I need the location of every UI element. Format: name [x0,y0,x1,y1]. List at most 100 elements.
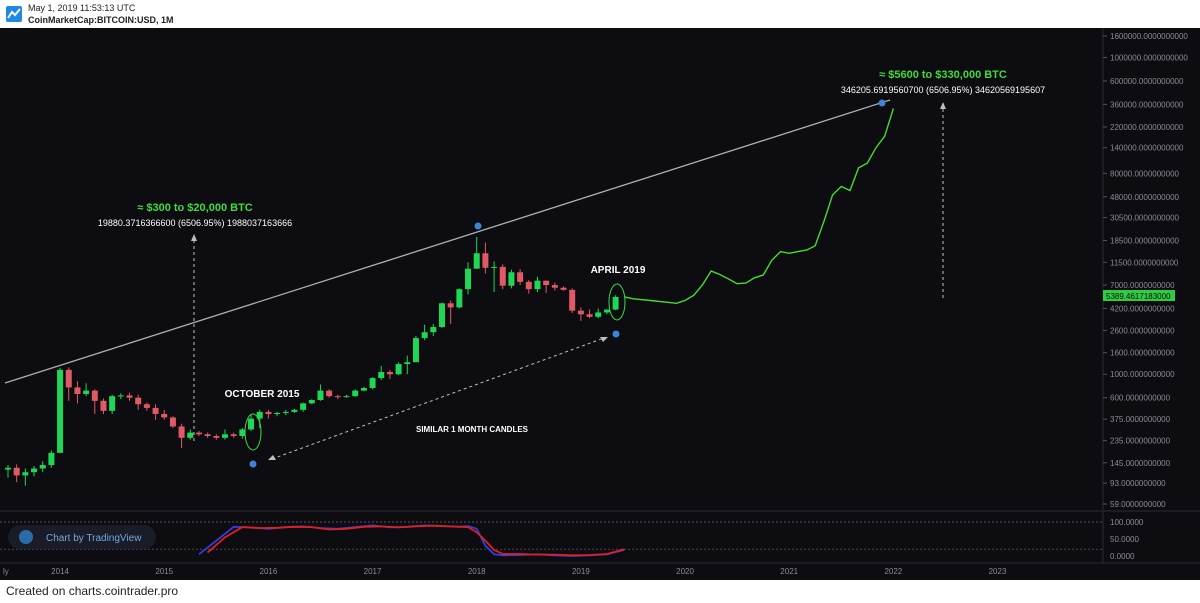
candle-body [13,467,20,476]
candle-body [612,296,619,310]
candle-body [48,452,55,466]
y-axis-label: 7000.0000000000 [1110,281,1175,290]
y-axis-label: 220000.0000000000 [1110,123,1184,132]
y-axis-label: 1600000.0000000000 [1110,32,1188,41]
marker-dot [249,460,257,468]
y-axis-label: 375.0000000000 [1110,415,1171,424]
candle-body [465,268,472,290]
watermark-badge [8,525,156,549]
candle-body [334,396,341,398]
candle-body [421,332,428,339]
candle-body [230,434,237,437]
candle-body [274,412,281,415]
annotation-top-right-measure: 346205.6919560700 (6506.95%) 34620569195… [841,85,1045,95]
x-axis-label: 2022 [884,567,902,576]
x-axis: ly 2014 2015 2016 2017 2018 2019 2020 2021 2022 20… [0,562,1200,576]
candle-body [343,396,350,398]
candle-body [560,287,567,290]
tradingview-logo-icon [6,6,22,22]
annotations-layer: ≈ $5600 to $330,000 BTC 346205.691956070… [98,69,1045,468]
candle-body [369,378,376,389]
y-axis-label: 600000.0000000000 [1110,77,1184,86]
marker-dot [474,222,482,230]
price-chart[interactable]: ≈ $5600 to $330,000 BTC 346205.691956070… [0,28,1200,580]
candles-layer [5,236,619,486]
annotation-left-measure: 19880.3716366600 (6506.95%) 198803716366… [98,218,292,228]
last-price-tag-bg [1103,290,1175,301]
candle-body [57,369,64,453]
tradingview-watermark[interactable]: Chart by TradingView [8,525,156,549]
x-axis-label: 2014 [51,567,69,576]
y-axis-label: 48000.0000000000 [1110,193,1180,202]
candle-body [143,404,150,408]
candle-body [595,312,602,317]
candle-body [517,272,524,282]
y-axis-label: 235.0000000000 [1110,437,1171,446]
candle-body [178,426,185,438]
annotation-left-title: ≈ $300 to $20,000 BTC [137,202,253,214]
stoch-axis-label: 100.0000 [1110,518,1144,527]
y-axis-label: 4200.0000000000 [1110,304,1175,313]
candle-body [360,388,367,391]
candle-body [447,303,454,308]
marker-dot [878,99,886,107]
candle-body [213,436,220,438]
candle-body [22,472,29,476]
candle-body [256,411,263,419]
candle-body [222,434,228,438]
candle-body [456,289,463,308]
y-axis-label: 140000.0000000000 [1110,144,1184,153]
y-axis-label: 2600.0000000000 [1110,326,1175,335]
candle-body [239,429,246,437]
y-axis-label: 59.0000000000 [1110,500,1166,509]
candle-body [195,432,202,435]
y-axis-label: 18500.0000000000 [1110,236,1180,245]
resistance-trendline [4,99,891,384]
chart-area[interactable]: ≈ $5600 to $330,000 BTC 346205.691956070… [0,28,1200,580]
last-price-tag: 5389.4617183000 [1103,290,1175,301]
candle-body [412,338,419,363]
y-axis-label: 93.0000000000 [1110,479,1166,488]
candle-body [109,396,116,411]
snapshot-timestamp: May 1, 2019 11:53:13 UTC [28,3,136,13]
candle-body [404,362,411,365]
watermark-label: Chart by TradingView [46,533,142,544]
last-price-tag-text: 5389.4617183000 [1106,292,1171,301]
footer: Created on charts.cointrader.pro [0,580,1200,603]
candle-body [317,390,324,401]
chart-header: May 1, 2019 11:53:13 UTC CoinMarketCap:B… [0,0,1200,28]
annotation-top-right-title: ≈ $5600 to $330,000 BTC [879,69,1007,81]
x-axis-label: 2021 [780,567,798,576]
stoch-axis-label: 50.0000 [1110,535,1139,544]
candle-body [439,303,445,328]
y-axis-label: 145.0000000000 [1110,459,1171,468]
arrow-head [268,455,276,460]
candle-body [473,253,480,269]
candle-body [491,266,498,268]
candle-body [282,411,289,413]
candle-body [91,390,98,401]
candle-body [430,327,437,333]
annotation-similar-candles: SIMILAR 1 MONTH CANDLES [416,425,529,434]
y-axis-label: 360000.0000000000 [1110,100,1184,109]
candle-body [65,369,72,388]
arrow-head [600,337,608,342]
candle-body [577,310,584,315]
x-axis-label: 2020 [676,567,694,576]
candle-body [100,400,107,411]
candle-body [187,432,194,438]
candle-body [126,395,133,398]
marker-dot [612,330,620,338]
candle-body [169,417,176,427]
candle-body [543,280,550,286]
candle-body [499,266,506,286]
x-axis-label: 2015 [155,567,173,576]
candle-body [117,395,124,397]
trendline-layer [4,99,891,384]
projection-layer [624,108,895,305]
candle-body [534,280,541,290]
candle-body [326,390,333,397]
y-axis-label: 30500.0000000000 [1110,214,1180,223]
projection-line [624,108,895,305]
candle-body [395,364,402,375]
